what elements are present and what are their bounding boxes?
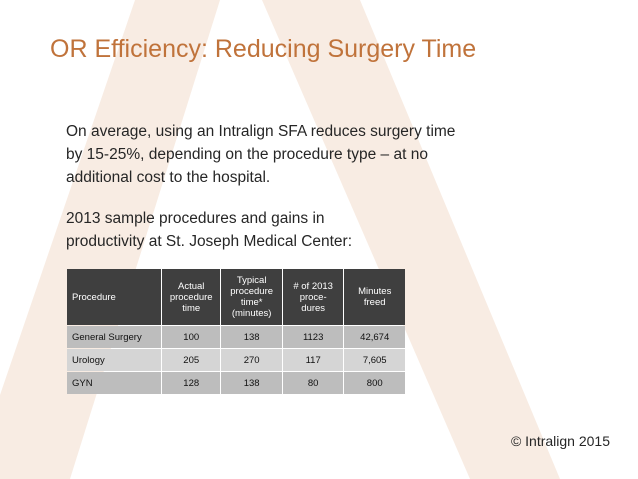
cell-actual-time: 205 bbox=[162, 349, 221, 371]
procedures-table: Procedure Actual procedure time Typical … bbox=[66, 268, 406, 395]
cell-typical-time: 138 bbox=[221, 326, 282, 348]
cell-procedure: General Surgery bbox=[67, 326, 162, 348]
header-procedure: Procedure bbox=[67, 269, 162, 325]
sample-paragraph: 2013 sample procedures and gains in prod… bbox=[66, 207, 352, 253]
watermark-logo-right-stroke bbox=[262, 0, 560, 479]
cell-minutes-freed: 7,605 bbox=[344, 349, 405, 371]
copyright-notice: © Intralign 2015 bbox=[510, 433, 610, 449]
intro-line-1: On average, using an Intralign SFA reduc… bbox=[66, 123, 456, 140]
header-minutes-freed: Minutes freed bbox=[344, 269, 405, 325]
intro-line-3: additional cost to the hospital. bbox=[66, 169, 271, 186]
cell-procedure-count: 1123 bbox=[282, 326, 344, 348]
cell-typical-time: 138 bbox=[221, 372, 282, 394]
table-row: GYN 128 138 80 800 bbox=[67, 372, 405, 394]
sample-line-1: 2013 sample procedures and gains in bbox=[66, 210, 325, 227]
header-procedure-count: # of 2013 proce- dures bbox=[282, 269, 344, 325]
intro-line-2: by 15-25%, depending on the procedure ty… bbox=[66, 146, 428, 163]
cell-typical-time: 270 bbox=[221, 349, 282, 371]
sample-line-2: productivity at St. Joseph Medical Cente… bbox=[66, 233, 353, 250]
cell-procedure: GYN bbox=[67, 372, 162, 394]
cell-procedure-count: 117 bbox=[282, 349, 344, 371]
cell-minutes-freed: 42,674 bbox=[344, 326, 405, 348]
intro-paragraph: On average, using an Intralign SFA reduc… bbox=[66, 120, 455, 189]
table-row: Urology 205 270 117 7,605 bbox=[67, 349, 405, 371]
cell-actual-time: 128 bbox=[162, 372, 221, 394]
header-typical-time: Typical procedure time* (minutes) bbox=[221, 269, 282, 325]
cell-actual-time: 100 bbox=[162, 326, 221, 348]
table-header-row: Procedure Actual procedure time Typical … bbox=[67, 269, 405, 325]
cell-procedure-count: 80 bbox=[282, 372, 344, 394]
table-row: General Surgery 100 138 1123 42,674 bbox=[67, 326, 405, 348]
cell-procedure: Urology bbox=[67, 349, 162, 371]
slide-title: OR Efficiency: Reducing Surgery Time bbox=[50, 35, 477, 63]
header-actual-time: Actual procedure time bbox=[162, 269, 221, 325]
cell-minutes-freed: 800 bbox=[344, 372, 405, 394]
watermark-logo-left-stroke bbox=[0, 0, 220, 479]
